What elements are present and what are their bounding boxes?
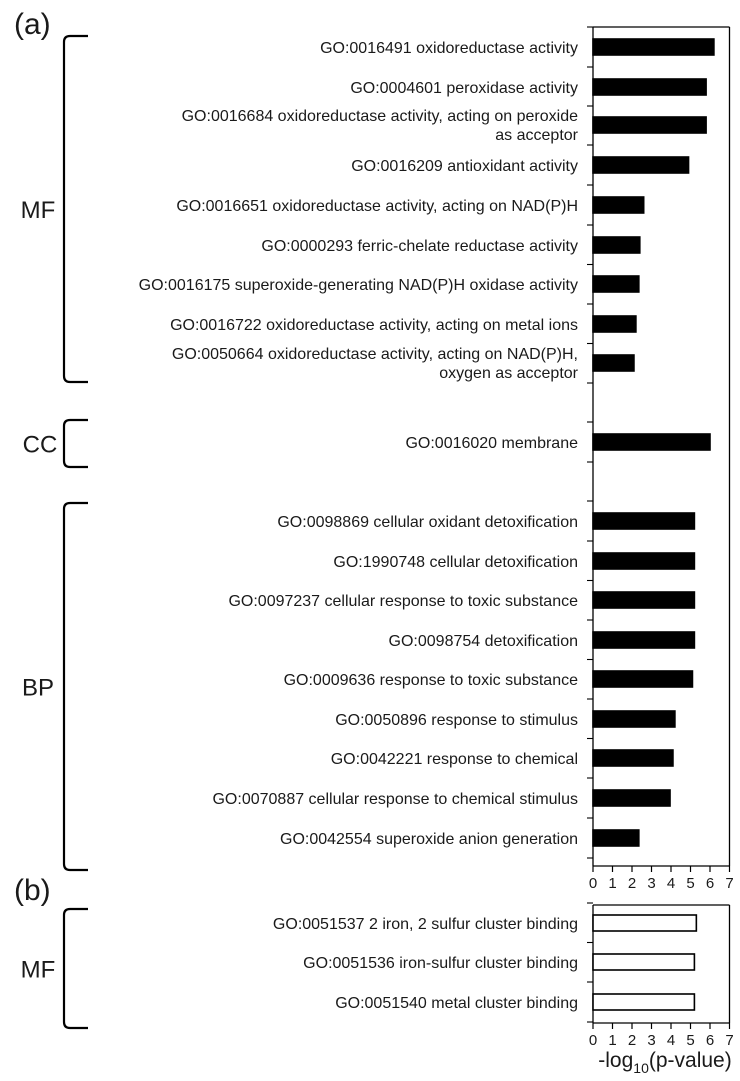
bar — [592, 591, 696, 609]
group-label: BP — [22, 675, 54, 702]
bar — [592, 710, 676, 728]
x-axis-label: -log10(p-value) — [598, 1049, 731, 1076]
bar — [592, 116, 707, 134]
x-axis-label-prefix: -log — [598, 1049, 633, 1072]
category-label: GO:0004601 peroxidase activity — [350, 80, 578, 97]
category-label: GO:0009636 response to toxic substance — [284, 672, 579, 689]
x-tick-label: 1 — [608, 875, 616, 892]
bar — [592, 631, 696, 649]
category-label: GO:0042221 response to chemical — [331, 751, 578, 768]
bar — [592, 196, 645, 214]
category-label: GO:0051540 metal cluster binding — [335, 995, 578, 1012]
group-bracket — [62, 34, 88, 384]
x-tick-label: 3 — [647, 875, 655, 892]
bar — [592, 275, 640, 293]
x-tick-label: 4 — [667, 1032, 675, 1049]
bar — [592, 156, 690, 174]
bar — [592, 749, 674, 767]
category-label: GO:0097237 cellular response to toxic su… — [228, 593, 578, 610]
bar — [592, 789, 671, 807]
bar — [592, 914, 698, 932]
bar — [592, 78, 707, 96]
bar — [592, 993, 696, 1011]
bar — [592, 354, 635, 372]
x-tick-label: 7 — [725, 875, 733, 892]
category-label: GO:0016020 membrane — [405, 435, 578, 452]
group-bracket — [62, 418, 88, 469]
group-bracket — [62, 501, 88, 872]
group-bracket — [62, 907, 88, 1030]
category-label: GO:0016651 oxidoreductase activity, acti… — [176, 198, 578, 215]
bar — [592, 315, 637, 333]
x-tick-label: 0 — [589, 1032, 597, 1049]
group-label: MF — [21, 197, 56, 224]
x-tick-label: 6 — [706, 1032, 714, 1049]
x-tick-label: 0 — [589, 875, 597, 892]
category-label: GO:1990748 cellular detoxification — [333, 554, 578, 571]
category-label: GO:0051537 2 iron, 2 sulfur cluster bind… — [273, 916, 578, 933]
category-label: GO:0070887 cellular response to chemical… — [212, 791, 578, 808]
category-label: GO:0042554 superoxide anion generation — [280, 831, 578, 848]
category-label: GO:0016491 oxidoreductase activity — [320, 40, 578, 57]
bar — [592, 953, 696, 971]
bar — [592, 236, 641, 254]
x-tick-label: 3 — [647, 1032, 655, 1049]
category-label: as acceptor — [495, 127, 578, 144]
x-tick-label: 4 — [667, 875, 675, 892]
category-label: GO:0000293 ferric-chelate reductase acti… — [261, 238, 578, 255]
x-tick-label: 7 — [725, 1032, 733, 1049]
x-axis-label-subscript: 10 — [633, 1060, 649, 1076]
category-label: oxygen as acceptor — [439, 365, 578, 382]
category-label: GO:0051536 iron-sulfur cluster binding — [303, 955, 578, 972]
panel-label: (a) — [14, 8, 51, 41]
x-tick-label: 1 — [608, 1032, 616, 1049]
x-tick-label: 2 — [628, 1032, 636, 1049]
x-tick-label: 5 — [686, 875, 694, 892]
bar — [592, 670, 694, 688]
category-label: GO:0016684 oxidoreductase activity, acti… — [182, 108, 578, 125]
x-tick-label: 2 — [628, 875, 636, 892]
x-tick-label: 5 — [686, 1032, 694, 1049]
panel-label: (b) — [14, 874, 51, 907]
bar — [592, 512, 696, 530]
category-label: GO:0098754 detoxification — [389, 633, 578, 650]
x-tick-label: 6 — [706, 875, 714, 892]
group-label: CC — [23, 432, 58, 459]
category-label: GO:0016209 antioxidant activity — [351, 158, 578, 175]
x-axis-label-suffix: (p-value) — [649, 1049, 732, 1072]
category-label: GO:0050664 oxidoreductase activity, acti… — [172, 346, 578, 363]
bar — [592, 38, 715, 56]
category-label: GO:0098869 cellular oxidant detoxificati… — [277, 514, 578, 531]
category-label: GO:0016722 oxidoreductase activity, acti… — [170, 317, 578, 334]
bar — [592, 552, 696, 570]
category-label: GO:0050896 response to stimulus — [335, 712, 578, 729]
bar — [592, 433, 711, 451]
group-label: MF — [21, 957, 56, 984]
category-label: GO:0016175 superoxide-generating NAD(P)H… — [139, 277, 578, 294]
bar — [592, 829, 640, 847]
